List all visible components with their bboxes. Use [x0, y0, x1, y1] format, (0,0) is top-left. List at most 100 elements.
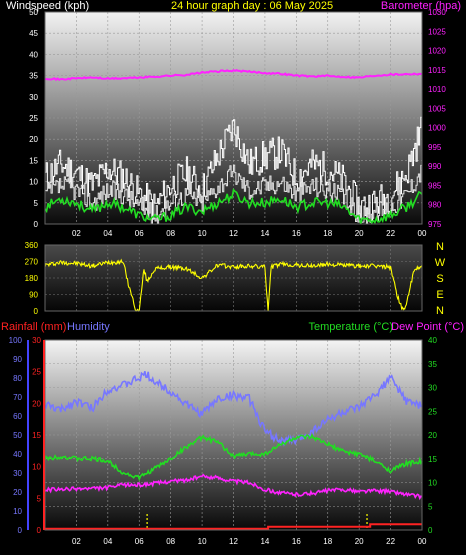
humidity-tick-label: 100 — [9, 336, 23, 345]
temperature-tick-label: 40 — [428, 336, 437, 345]
hour-tick-label: 08 — [166, 229, 175, 238]
direction-tick-label: 90 — [29, 291, 38, 300]
series-humidity — [44, 371, 422, 447]
barometer-tick-label: 1000 — [428, 124, 446, 133]
humidity-tick-label: 30 — [13, 469, 22, 478]
rainfall-tick-label: 20 — [32, 399, 41, 408]
hour-tick-label: 14 — [260, 537, 269, 546]
humidity-tick-label: 50 — [13, 431, 22, 440]
windspeed-tick-label: 40 — [29, 50, 38, 59]
hour-tick-label: 20 — [355, 537, 364, 546]
hour-tick-label: 10 — [198, 229, 207, 238]
humidity-axis-label: Humidity — [67, 321, 110, 333]
compass-label: S — [436, 273, 443, 285]
hour-tick-label: 12 — [229, 537, 238, 546]
barometer-tick-label: 1030 — [428, 8, 446, 17]
hour-tick-label: 04 — [103, 229, 112, 238]
temperature-tick-label: 35 — [428, 360, 437, 369]
barometer-tick-label: 1005 — [428, 104, 446, 113]
hour-tick-label: 08 — [166, 537, 175, 546]
rainfall-axis-label: Rainfall (mm) — [1, 321, 66, 333]
barometer-tick-label: 975 — [428, 220, 442, 229]
rainfall-tick-label: 5 — [37, 494, 42, 503]
windspeed-tick-label: 0 — [34, 220, 39, 229]
compass-label: W — [435, 257, 446, 269]
windspeed-tick-label: 5 — [34, 199, 39, 208]
hour-tick-label: 22 — [386, 537, 395, 546]
temperature-tick-label: 30 — [428, 384, 437, 393]
barometer-tick-label: 1025 — [428, 27, 446, 36]
direction-tick-label: 180 — [25, 274, 39, 283]
windspeed-tick-label: 15 — [29, 156, 38, 165]
dewpoint-axis-label: Dew Point (°C) — [391, 321, 464, 333]
direction-tick-label: 0 — [34, 307, 39, 316]
barometer-tick-label: 985 — [428, 181, 442, 190]
humidity-tick-label: 90 — [13, 355, 22, 364]
humidity-tick-label: 10 — [13, 507, 22, 516]
humidity-tick-label: 40 — [13, 450, 22, 459]
series-rainfall — [45, 523, 422, 530]
humidity-tick-label: 80 — [13, 374, 22, 383]
hour-tick-label: 06 — [135, 229, 144, 238]
windspeed-tick-label: 10 — [29, 178, 38, 187]
hour-tick-label: 10 — [198, 537, 207, 546]
temperature-tick-label: 0 — [428, 526, 433, 535]
windspeed-tick-label: 50 — [29, 8, 38, 17]
hour-tick-label: 02 — [72, 229, 81, 238]
hour-tick-label: 04 — [103, 537, 112, 546]
series-wind-average — [44, 188, 423, 225]
rainfall-tick-label: 15 — [32, 431, 41, 440]
wind-panel-ticks: 0510152025303540455097598098599099510001… — [29, 8, 446, 238]
windspeed-tick-label: 45 — [29, 29, 38, 38]
series-wind-direction — [44, 258, 423, 312]
series-barometer — [44, 68, 423, 82]
compass-label: E — [436, 289, 443, 301]
compass-label: N — [436, 305, 444, 317]
hour-tick-label: 00 — [418, 229, 427, 238]
windspeed-tick-label: 35 — [29, 72, 38, 81]
temperature-tick-label: 10 — [428, 479, 437, 488]
rainfall-tick-label: 25 — [32, 368, 41, 377]
humidity-tick-label: 20 — [13, 488, 22, 497]
temp-panel-ticks: 0 5 10 15 20 25 30 35 40 0 10 20 30 40 50 60 70 80 90 100 0 5… — [9, 336, 438, 546]
series-temperature — [44, 433, 423, 482]
humidity-tick-label: 70 — [13, 393, 22, 402]
temperature-tick-label: 25 — [428, 407, 437, 416]
humidity-tick-label: 0 — [18, 526, 23, 535]
hour-tick-label: 18 — [323, 537, 332, 546]
wind-panel-series — [44, 68, 423, 225]
temperature-axis-label: Temperature (°C) — [309, 321, 393, 333]
barometer-tick-label: 1010 — [428, 85, 446, 94]
hour-tick-label: 12 — [229, 229, 238, 238]
rainfall-tick-label: 30 — [32, 336, 41, 345]
direction-tick-label: 270 — [25, 258, 39, 267]
hour-tick-label: 20 — [355, 229, 364, 238]
series-gust — [45, 116, 423, 222]
series-wind — [45, 164, 423, 225]
barometer-tick-label: 1015 — [428, 66, 446, 75]
temp-panel-series — [44, 371, 423, 530]
windspeed-tick-label: 30 — [29, 93, 38, 102]
hour-tick-label: 18 — [323, 229, 332, 238]
temperature-tick-label: 20 — [428, 431, 437, 440]
rainfall-tick-label: 10 — [32, 463, 41, 472]
direction-panel-series — [44, 258, 423, 312]
rainfall-tick-label: 0 — [37, 526, 42, 535]
compass-label: N — [436, 241, 444, 253]
barometer-axis-label: Barometer (hpa) — [381, 0, 461, 12]
hour-tick-label: 16 — [292, 229, 301, 238]
windspeed-tick-label: 20 — [29, 135, 38, 144]
humidity-tick-label: 60 — [13, 412, 22, 421]
hour-tick-label: 14 — [260, 229, 269, 238]
temperature-tick-label: 5 — [428, 502, 433, 511]
windspeed-axis-label: Windspeed (kph) — [6, 0, 89, 12]
temperature-tick-label: 15 — [428, 455, 437, 464]
barometer-tick-label: 1020 — [428, 47, 446, 56]
windspeed-tick-label: 25 — [29, 114, 38, 123]
hour-tick-label: 22 — [386, 229, 395, 238]
hour-tick-label: 06 — [135, 537, 144, 546]
barometer-tick-label: 995 — [428, 143, 442, 152]
barometer-tick-label: 990 — [428, 162, 442, 171]
